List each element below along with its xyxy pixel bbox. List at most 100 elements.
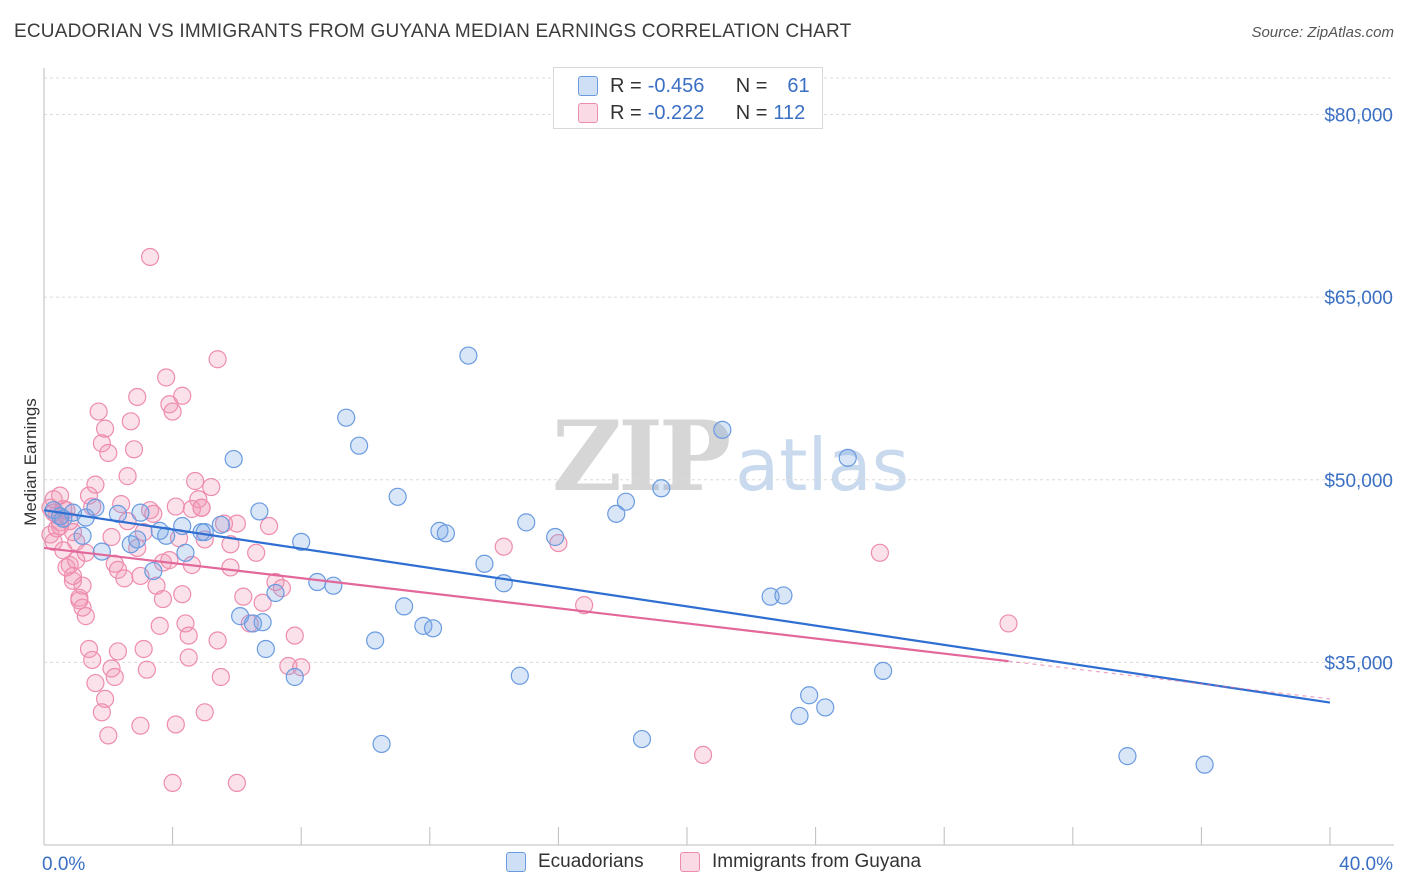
guyana-point bbox=[86, 673, 105, 693]
guyana-point bbox=[186, 471, 205, 491]
ecuadorian-point bbox=[73, 526, 92, 545]
guyana-point bbox=[179, 626, 198, 645]
guyana-point bbox=[285, 626, 304, 645]
guyana-point bbox=[870, 543, 890, 562]
correlation-legend: R = -0.456 N = 61 R = -0.222 N = 112 bbox=[553, 67, 823, 129]
ecuadorian-point bbox=[475, 554, 494, 573]
guyana-point bbox=[999, 614, 1018, 633]
guyana-point bbox=[105, 667, 124, 687]
legend-n-value: 112 bbox=[773, 101, 806, 124]
guyana-point bbox=[137, 660, 156, 679]
ecuadorian-point bbox=[144, 561, 163, 581]
guyana-point bbox=[195, 703, 214, 722]
guyana-point bbox=[279, 656, 298, 676]
guyana-point bbox=[160, 551, 179, 570]
guyana-point bbox=[163, 773, 182, 793]
ecuadorian-point bbox=[366, 631, 385, 650]
guyana-point bbox=[134, 523, 153, 542]
guyana-point bbox=[292, 658, 311, 677]
ecuadorian-point bbox=[838, 448, 857, 467]
ecuadorian-point bbox=[459, 346, 478, 365]
guyana-point bbox=[166, 715, 185, 734]
guyana-point bbox=[494, 537, 513, 556]
guyana-point bbox=[202, 477, 221, 497]
legend-r-label: R = bbox=[610, 74, 642, 97]
ecuadorian-point bbox=[372, 734, 391, 754]
x-tick-label: 40.0% bbox=[1339, 854, 1393, 875]
guyana-point bbox=[157, 368, 176, 387]
guyana-trend-extension bbox=[1008, 660, 1331, 700]
legend-item-guyana: Immigrants from Guyana bbox=[680, 851, 921, 873]
guyana-point bbox=[144, 504, 163, 523]
ecuadorian-point bbox=[266, 583, 285, 603]
legend-r-value: -0.222 bbox=[647, 101, 705, 124]
guyana-point bbox=[83, 650, 102, 670]
ecuadorian-point bbox=[774, 586, 793, 605]
guyana-point bbox=[89, 402, 108, 421]
ecuadorian-point bbox=[224, 449, 243, 469]
watermark-atlas: atlas bbox=[735, 423, 910, 507]
ecuadorian-point bbox=[632, 729, 652, 749]
guyana-point bbox=[253, 593, 272, 612]
ecuadorian-point bbox=[253, 613, 272, 632]
guyana-point bbox=[86, 475, 105, 494]
ecuadorian-point bbox=[324, 576, 343, 595]
guyana-point bbox=[140, 247, 160, 267]
y-tick-label: $50,000 bbox=[1324, 471, 1393, 492]
guyana-point bbox=[73, 576, 92, 595]
ecuadorian-point bbox=[510, 666, 529, 685]
guyana-point bbox=[150, 616, 169, 635]
guyana-point bbox=[115, 569, 134, 588]
guyana-point bbox=[95, 689, 115, 709]
ecuadorian-point bbox=[546, 527, 565, 547]
ecuadorian-point bbox=[874, 661, 893, 681]
guyana-point bbox=[259, 516, 279, 536]
guyana-point bbox=[227, 514, 246, 533]
guyana-point bbox=[179, 648, 198, 667]
legend-swatch-pink bbox=[578, 103, 598, 123]
guyana-point bbox=[234, 587, 253, 606]
ecuadorian-point bbox=[131, 503, 150, 522]
guyana-point bbox=[153, 589, 173, 609]
guyana-point bbox=[192, 498, 211, 517]
y-tick-label: $80,000 bbox=[1324, 106, 1393, 127]
guyana-point bbox=[70, 591, 89, 610]
guyana-point bbox=[63, 571, 83, 590]
ecuadorian-point bbox=[211, 515, 230, 534]
legend-swatch-blue bbox=[578, 76, 598, 96]
legend-r-label: R = bbox=[610, 101, 642, 124]
ecuadorian-point bbox=[790, 706, 809, 726]
legend-n-label: N = bbox=[735, 74, 768, 97]
guyana-point bbox=[182, 499, 201, 519]
guyana-point bbox=[208, 350, 227, 369]
guyana-point bbox=[134, 639, 153, 659]
watermark: ZIP atlas bbox=[552, 400, 909, 513]
chart-title: ECUADORIAN VS IMMIGRANTS FROM GUYANA MED… bbox=[14, 21, 852, 42]
ecuadorian-point bbox=[436, 524, 455, 543]
guyana-point bbox=[163, 402, 182, 421]
guyana-point bbox=[99, 726, 118, 745]
ecuadorian-point bbox=[157, 526, 176, 545]
guyana-point bbox=[128, 387, 147, 407]
y-tick-label: $65,000 bbox=[1324, 288, 1393, 309]
guyana-point bbox=[121, 412, 140, 431]
guyana-point bbox=[79, 639, 99, 659]
guyana-point bbox=[102, 527, 121, 547]
guyana-point bbox=[108, 642, 128, 661]
ecuadorian-point bbox=[1195, 755, 1214, 774]
guyana-point bbox=[95, 419, 115, 438]
watermark-zip: ZIP bbox=[552, 400, 731, 513]
ecuadorian-point bbox=[394, 597, 414, 616]
legend-swatch-pink bbox=[680, 852, 700, 872]
ecuadorian-point bbox=[800, 686, 819, 705]
ecuadorian-point bbox=[652, 479, 671, 498]
guyana-point bbox=[131, 716, 150, 735]
ecuadorian-point bbox=[607, 504, 626, 523]
y-tick-label: $35,000 bbox=[1324, 653, 1393, 674]
ecuadorian-point bbox=[337, 408, 356, 427]
ecuadorian-point bbox=[250, 502, 269, 521]
legend-row-guyana: R = -0.222 N = 112 bbox=[578, 100, 805, 126]
guyana-point bbox=[92, 434, 111, 453]
guyana-point bbox=[247, 543, 266, 562]
